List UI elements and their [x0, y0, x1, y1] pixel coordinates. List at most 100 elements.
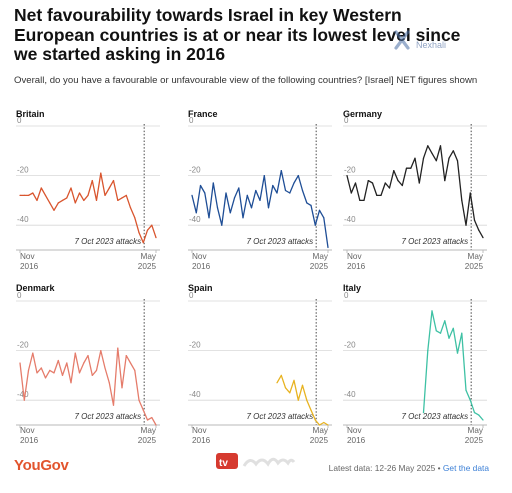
data-point [87, 355, 89, 357]
data-point [401, 184, 403, 187]
chart-title: Net favourability towards Israel in key … [14, 5, 461, 64]
data-point [57, 202, 59, 204]
y-tick-label: -20 [344, 166, 356, 175]
data-point [276, 382, 278, 384]
data-point [301, 384, 304, 386]
data-point [151, 224, 153, 226]
data-point [393, 170, 395, 172]
x-tick-label: May [313, 252, 329, 261]
data-point [83, 199, 85, 201]
panel-title-germany: Germany [343, 109, 382, 119]
x-tick-label: Nov [192, 426, 207, 435]
data-point [327, 246, 329, 249]
annotation-label: 7 Oct 2023 attacks [246, 412, 313, 421]
y-tick-label: 0 [189, 116, 194, 125]
data-point [74, 202, 76, 204]
x-tick-label: 2016 [192, 436, 211, 445]
data-point [272, 184, 274, 187]
data-point [452, 150, 454, 152]
data-point [32, 192, 34, 194]
x-tick-label: 2016 [347, 436, 366, 445]
x-tick-label: May [141, 426, 157, 435]
data-point [216, 207, 219, 209]
data-point [323, 217, 325, 219]
annotation-label: 7 Oct 2023 attacks [74, 237, 141, 246]
data-point [242, 217, 244, 219]
data-point [191, 194, 193, 196]
data-point [482, 237, 484, 239]
data-point [384, 182, 386, 184]
data-point [100, 172, 102, 174]
data-point [121, 387, 123, 389]
data-point [32, 352, 34, 354]
data-point [246, 194, 248, 196]
data-point [36, 199, 38, 201]
data-point [310, 409, 312, 411]
panel-title-denmark: Denmark [16, 283, 56, 293]
data-point [388, 187, 391, 189]
source-badge: tv [216, 453, 296, 469]
data-point [469, 399, 471, 401]
x-tick-label: 2025 [138, 262, 157, 271]
data-point [100, 350, 102, 352]
data-point [134, 369, 136, 371]
data-point [318, 424, 321, 426]
data-point [146, 419, 149, 421]
data-point [350, 192, 352, 194]
y-tick-label: -20 [17, 166, 29, 175]
data-point [263, 175, 265, 177]
data-point [195, 212, 197, 214]
y-tick-label: -40 [344, 215, 356, 224]
data-point [310, 204, 312, 206]
annotation-label: 7 Oct 2023 attacks [401, 412, 468, 421]
x-tick-label: Nov [192, 252, 207, 261]
x-tick-label: 2025 [310, 262, 329, 271]
x-tick-label: 2016 [347, 262, 366, 271]
data-point [155, 237, 157, 239]
data-point [422, 157, 425, 159]
data-point [233, 197, 236, 199]
data-point [267, 207, 270, 209]
data-point [405, 167, 408, 169]
data-point [444, 180, 446, 182]
data-point [238, 187, 240, 189]
data-point [410, 167, 412, 169]
data-point [289, 392, 291, 394]
data-point [117, 199, 119, 201]
data-point [435, 330, 437, 332]
annotation-label: 7 Oct 2023 attacks [401, 237, 468, 246]
data-point [138, 399, 140, 401]
data-point [327, 424, 329, 426]
series-line-germany [346, 145, 484, 238]
watermark-logo: Nexhali [394, 30, 446, 50]
data-point [255, 189, 257, 192]
annotation-label: 7 Oct 2023 attacks [246, 237, 313, 246]
x-tick-label: Nov [20, 252, 35, 261]
data-point [354, 182, 357, 184]
x-tick-label: Nov [347, 426, 362, 435]
data-point [27, 194, 30, 196]
data-point [482, 419, 484, 421]
data-point [112, 180, 115, 182]
data-point [363, 199, 365, 201]
data-point [138, 232, 140, 234]
get-the-data-link[interactable]: Get the data [442, 463, 489, 473]
x-tick-label: 2025 [310, 436, 329, 445]
data-point [87, 194, 89, 196]
data-point [427, 145, 429, 147]
data-point [439, 145, 442, 147]
x-tick-label: May [468, 252, 484, 261]
data-point [125, 194, 127, 196]
y-tick-label: -20 [17, 341, 29, 350]
data-point [23, 194, 25, 196]
data-point [418, 182, 420, 184]
data-point [448, 157, 450, 159]
data-point [66, 362, 68, 364]
data-point [314, 419, 316, 421]
footer-separator: • [435, 463, 443, 473]
